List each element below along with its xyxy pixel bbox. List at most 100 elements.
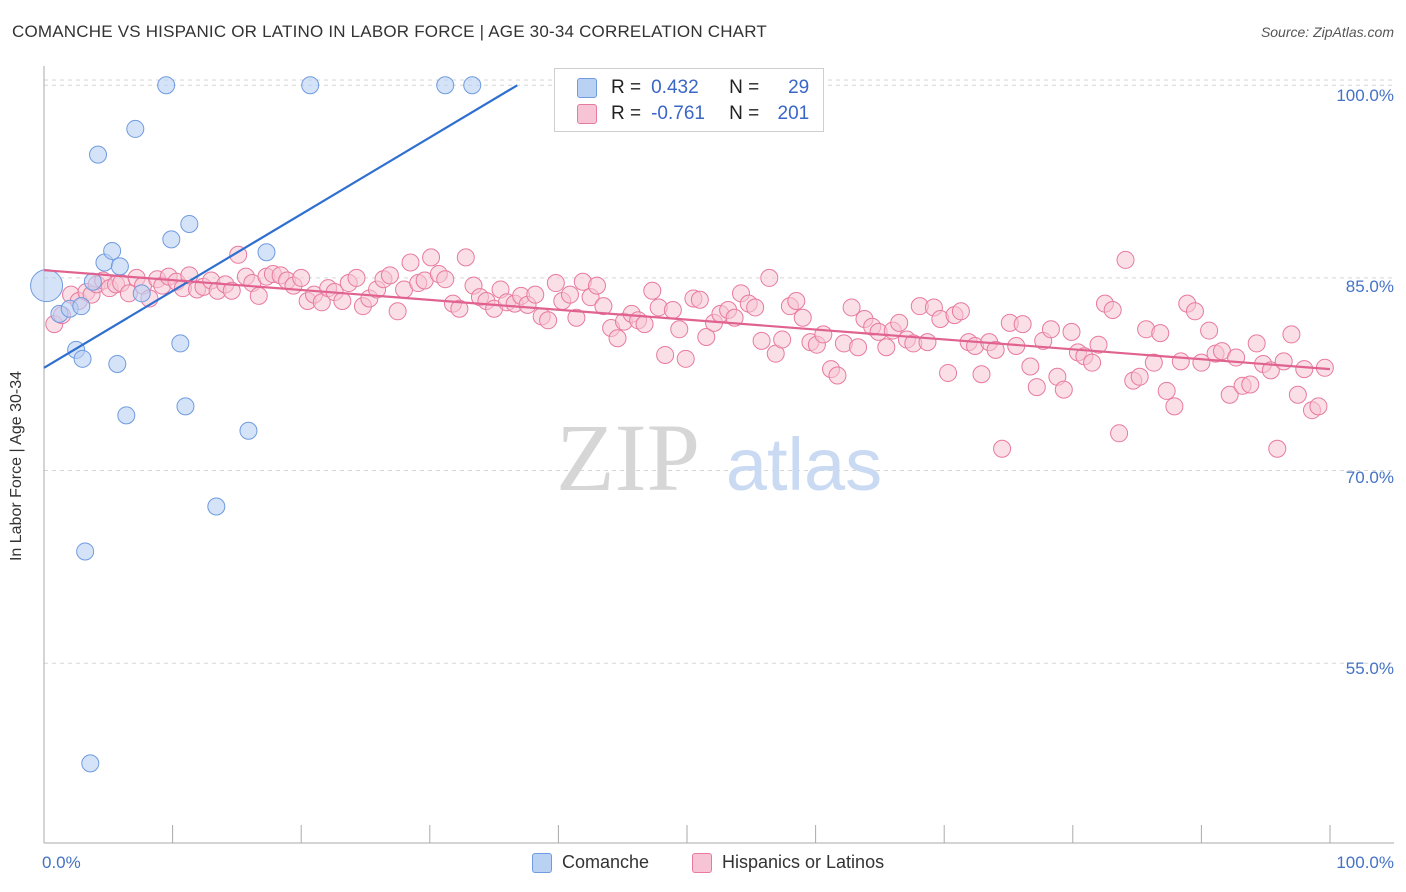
hispanic-point: [1295, 360, 1314, 379]
comanche-point: [436, 76, 455, 95]
comanche-point: [463, 76, 482, 95]
hispanic-point: [951, 302, 970, 321]
comanche-point: [162, 230, 181, 249]
r-label: R =: [611, 77, 642, 98]
watermark-zip: ZIP: [556, 404, 700, 511]
comanche-trend-line: [43, 84, 518, 369]
comanche-point: [257, 243, 276, 262]
hispanic-point: [1130, 367, 1149, 386]
hispanic-point: [643, 281, 662, 300]
hispanic-point: [890, 313, 909, 332]
watermark: ZIP atlas: [556, 404, 882, 511]
hispanic-point: [1220, 385, 1239, 404]
hispanic-point: [1309, 397, 1328, 416]
comanche-legend-swatch-icon: [532, 852, 552, 873]
hispanic-point: [436, 270, 455, 289]
hispanic-point: [635, 315, 654, 334]
hispanic-point: [1021, 357, 1040, 376]
comanche-point: [171, 334, 190, 353]
comanche-point: [76, 542, 95, 561]
hispanic-point: [993, 439, 1012, 458]
x-tick-label-min: 0.0%: [42, 853, 81, 872]
hispanic-point: [1261, 361, 1280, 380]
hispanic-point: [828, 366, 847, 385]
hispanic-point: [986, 340, 1005, 359]
hispanic-point: [793, 308, 812, 327]
legend-label: Comanche: [562, 852, 650, 872]
hispanic-swatch-icon: [577, 104, 597, 124]
hispanic-point: [814, 325, 833, 344]
hispanic-point: [456, 248, 475, 267]
hispanic-point: [972, 365, 991, 384]
hispanic-point: [746, 298, 765, 317]
hispanic-point: [1282, 325, 1301, 344]
hispanic-point: [1151, 324, 1170, 343]
y-axis-label: In Labor Force | Age 30-34: [8, 370, 25, 562]
x-tick-label-max: 100.0%: [1336, 853, 1394, 872]
comanche-point: [126, 119, 145, 138]
hispanic-point: [546, 274, 565, 293]
hispanic-point: [918, 333, 937, 352]
comanche-point: [108, 354, 127, 373]
legend-label: Hispanics or Latinos: [722, 852, 885, 872]
hispanic-point: [450, 299, 469, 318]
comanche-point: [73, 349, 92, 368]
r-value: 0.432: [651, 77, 699, 98]
hispanic-point: [401, 253, 420, 272]
hispanic-point: [1247, 334, 1266, 353]
hispanic-point: [690, 290, 709, 309]
stats-row-comanche: R = 0.432 N = 29: [577, 77, 809, 99]
hispanic-point: [333, 292, 352, 311]
hispanic-point: [1171, 352, 1190, 371]
comanche-point: [132, 284, 151, 303]
comanche-point: [103, 241, 122, 260]
n-value: 29: [788, 77, 810, 98]
n-label: N =: [729, 77, 760, 98]
hispanic-point: [1157, 381, 1176, 400]
comanche-point: [89, 145, 108, 164]
stats-row-hispanic: R = -0.761 N = 201: [577, 103, 809, 125]
hispanic-point: [1041, 320, 1060, 339]
hispanic-point: [1054, 380, 1073, 399]
comanche-point: [176, 397, 195, 416]
n-label: N =: [729, 103, 760, 124]
hispanic-point: [1268, 439, 1287, 458]
hispanic-point: [842, 298, 861, 317]
hispanic-point: [380, 266, 399, 285]
comanche-points: [30, 76, 482, 773]
hispanic-legend-swatch-icon: [692, 852, 712, 873]
hispanic-point: [608, 329, 627, 348]
hispanic-point: [347, 268, 366, 287]
hispanic-point: [567, 308, 586, 327]
r-label: R =: [611, 103, 642, 124]
hispanic-point: [663, 301, 682, 320]
comanche-point: [157, 76, 176, 95]
hispanic-point: [670, 320, 689, 339]
y-tick-label: 85.0%: [1345, 277, 1394, 296]
hispanic-point: [1185, 302, 1204, 321]
hispanic-point: [594, 297, 613, 316]
y-tick-label: 100.0%: [1336, 86, 1394, 105]
legend-item-hispanic: Hispanics or Latinos: [692, 852, 884, 873]
hispanic-point: [1288, 385, 1307, 404]
hispanic-point: [1144, 353, 1163, 372]
y-tick-label: 70.0%: [1345, 468, 1394, 487]
hispanic-point: [676, 349, 695, 368]
grid-lines: [44, 79, 1394, 664]
hispanic-point: [1116, 250, 1135, 269]
hispanic-point: [526, 285, 545, 304]
chart-title: COMANCHE VS HISPANIC OR LATINO IN LABOR …: [12, 22, 767, 41]
axes: [43, 66, 1394, 844]
hispanic-point: [697, 327, 716, 346]
hispanic-point: [222, 281, 241, 300]
comanche-swatch-icon: [577, 78, 597, 98]
hispanic-point: [1200, 321, 1219, 340]
comanche-point: [110, 257, 129, 276]
r-value: -0.761: [651, 103, 705, 124]
n-value: 201: [777, 103, 810, 124]
watermark-atlas: atlas: [726, 423, 882, 506]
hispanic-point: [656, 345, 675, 364]
legend-item-comanche: Comanche: [532, 852, 649, 873]
hispanic-point: [422, 248, 441, 267]
